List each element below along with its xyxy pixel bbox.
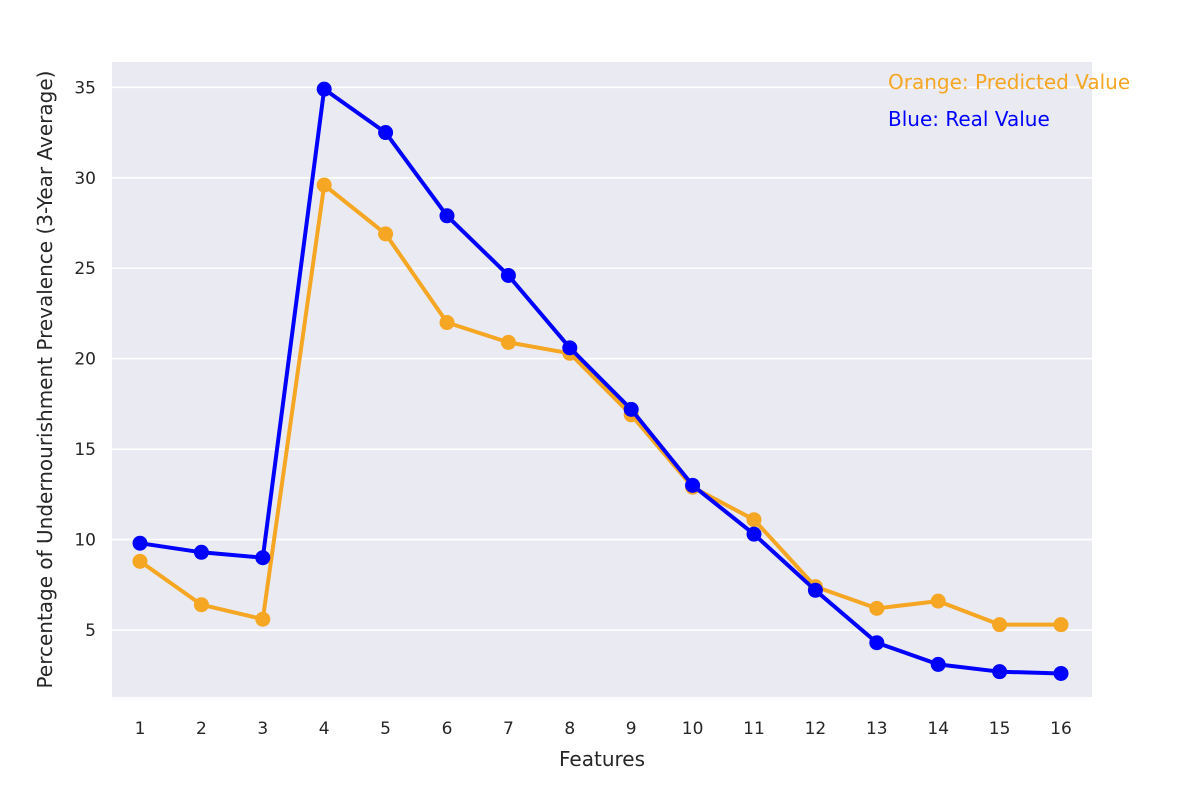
series-0 (132, 177, 1069, 633)
data-point (930, 593, 946, 609)
y-axis-label: Percentage of Undernourishment Prevalenc… (33, 71, 57, 689)
x-axis-ticks: 1 2 3 4 5 6 7 8 9 10 11 12 13 14 15 16 (135, 719, 1072, 739)
data-point (439, 208, 455, 224)
x-tick-label: 11 (743, 719, 765, 739)
data-point (930, 656, 946, 672)
data-point (807, 582, 823, 598)
annotation-predicted: Orange: Predicted Value (888, 70, 1130, 94)
data-point (316, 177, 332, 193)
x-tick-label: 14 (927, 719, 949, 739)
data-point (193, 597, 209, 613)
y-tick-label: 30 (74, 169, 96, 189)
series-line-1 (138, 87, 1063, 676)
gridlines (112, 86, 1092, 631)
x-tick-label: 10 (682, 719, 704, 739)
x-tick-label: 12 (805, 719, 827, 739)
data-point (562, 340, 578, 356)
x-tick-label: 6 (442, 719, 453, 739)
series-line-0 (138, 183, 1063, 627)
data-point (869, 635, 885, 651)
x-tick-label: 15 (989, 719, 1011, 739)
data-point (255, 550, 271, 566)
data-point (193, 544, 209, 560)
y-tick-label: 35 (74, 78, 96, 98)
annotation-real: Blue: Real Value (888, 107, 1050, 131)
x-tick-label: 13 (866, 719, 888, 739)
data-point (316, 81, 332, 97)
y-tick-label: 25 (74, 259, 96, 279)
data-point (439, 315, 455, 331)
data-point (378, 125, 394, 141)
y-axis-ticks: 5 10 15 20 25 30 35 (74, 78, 96, 641)
y-tick-label: 5 (85, 621, 96, 641)
data-point (623, 401, 639, 417)
x-tick-label: 5 (380, 719, 391, 739)
series-layer (132, 81, 1069, 681)
data-point (869, 600, 885, 616)
x-tick-label: 7 (503, 719, 514, 739)
data-point (992, 664, 1008, 680)
data-point (500, 334, 516, 350)
x-tick-label: 3 (257, 719, 268, 739)
data-point (500, 267, 516, 283)
x-axis-label: Features (559, 747, 645, 771)
data-point (746, 512, 762, 528)
x-tick-label: 8 (564, 719, 575, 739)
x-tick-label: 4 (319, 719, 330, 739)
x-tick-label: 16 (1050, 719, 1072, 739)
y-tick-label: 15 (74, 440, 96, 460)
x-tick-label: 2 (196, 719, 207, 739)
x-tick-label: 9 (626, 719, 637, 739)
y-tick-label: 10 (74, 531, 96, 551)
data-point (1053, 617, 1069, 633)
data-point (1053, 665, 1069, 681)
data-point (132, 553, 148, 569)
y-tick-label: 20 (74, 350, 96, 370)
data-point (132, 535, 148, 551)
data-point (685, 477, 701, 493)
x-tick-label: 1 (135, 719, 146, 739)
series-1 (132, 81, 1069, 681)
data-point (992, 617, 1008, 633)
data-point (378, 226, 394, 242)
data-point (255, 611, 271, 627)
data-point (746, 526, 762, 542)
